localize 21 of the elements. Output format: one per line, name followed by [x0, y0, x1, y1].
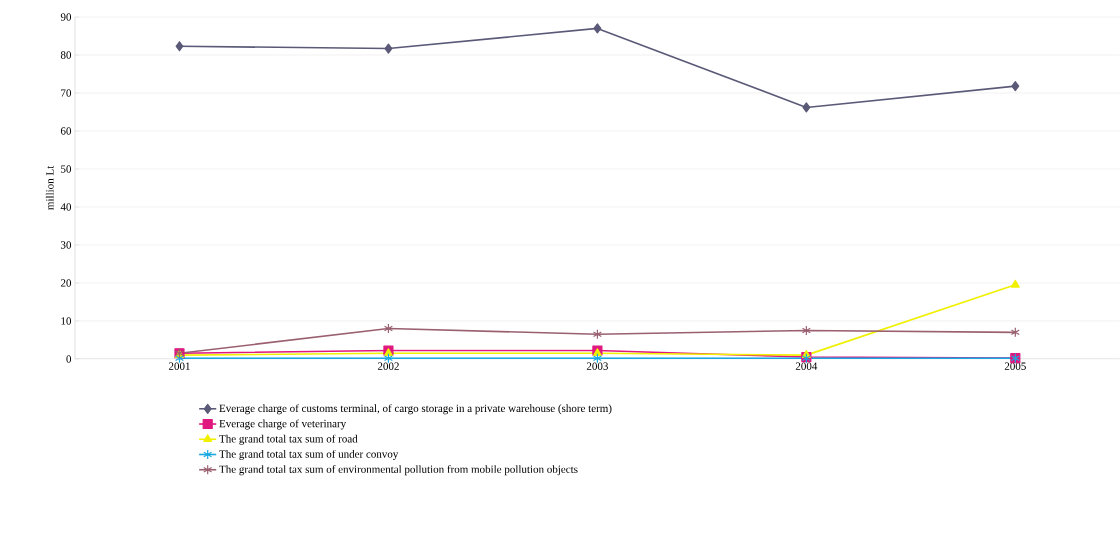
y-tick-label: 30 [61, 241, 72, 249]
x-tick-label: 2001 [168, 362, 190, 370]
x-tick-label: 2003 [586, 362, 608, 370]
x-tick-label: 2002 [377, 362, 399, 370]
x-tick-label: 2005 [1004, 362, 1026, 370]
y-tick-label: 20 [60, 279, 72, 287]
x-tick-label: 2004 [795, 362, 818, 370]
legend-label: The grand total tax sum of under convoy [219, 449, 399, 461]
y-tick-label: 0 [66, 355, 72, 363]
y-tick-label: 80 [60, 51, 72, 59]
y-tick-label: 40 [60, 203, 72, 211]
legend-label: Everage charge of customs terminal, of cargo storage in a private warehouse (shore term) [219, 404, 612, 415]
y-axis-title: million Lt [45, 165, 54, 210]
y-tick-label: 10 [61, 317, 72, 325]
legend-label: Everage charge of veterinary [219, 419, 347, 430]
y-tick-label: 90 [60, 13, 72, 21]
y-tick-label: 50 [61, 165, 72, 173]
legend-label: The grand total tax sum of environmental pollution from mobile pollution objects [219, 465, 578, 476]
legend-label: The grand total tax sum of road [219, 434, 358, 445]
y-tick-label: 60 [60, 127, 72, 135]
y-tick-label: 70 [61, 89, 72, 97]
